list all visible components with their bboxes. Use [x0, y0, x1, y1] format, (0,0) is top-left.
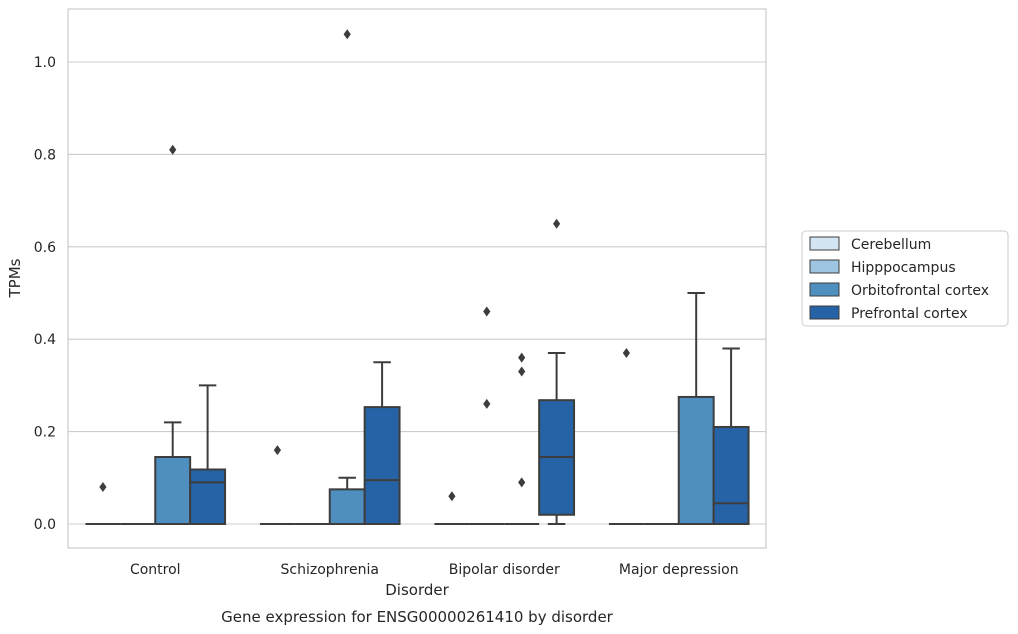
outlier-point	[553, 218, 561, 229]
legend-swatch	[809, 282, 840, 297]
box-prefrontal-cortex	[538, 218, 576, 525]
box-orbitofrontal-cortex	[677, 292, 715, 526]
legend: Cerebellum Hipppocampus Orbitofrontal cort…	[801, 230, 1009, 327]
box-body	[363, 406, 401, 526]
legend-label: Cerebellum	[851, 237, 931, 253]
y-axis-title: TPMs	[6, 258, 24, 298]
box-cerebellum	[434, 491, 470, 525]
x-tick-label: Bipolar disorder	[449, 562, 560, 578]
box-body	[677, 395, 715, 526]
box-prefrontal-cortex	[189, 384, 227, 526]
box-orbitofrontal-cortex	[328, 29, 366, 526]
box-body	[154, 456, 192, 526]
y-tick-label: 0.0	[34, 517, 56, 533]
outlier-point	[518, 352, 526, 363]
plot-frame	[67, 8, 767, 549]
box-body	[712, 425, 750, 526]
outlier-point	[518, 366, 526, 377]
outlier-point	[169, 144, 177, 155]
x-tick-label: Schizophrenia	[281, 562, 379, 578]
x-axis-title: Disorder	[385, 581, 449, 599]
legend-label: Orbitofrontal cortex	[851, 283, 989, 299]
box-hipppocampus	[469, 306, 505, 525]
box-body	[189, 468, 227, 526]
box-groups	[85, 29, 750, 526]
outlier-point	[99, 482, 107, 493]
outlier-point	[622, 348, 630, 359]
outlier-point	[483, 398, 491, 409]
y-tick-label: 0.6	[34, 240, 56, 256]
y-tick-label: 1.0	[34, 55, 56, 71]
outlier-point	[273, 445, 281, 456]
legend-swatch	[809, 259, 840, 274]
outlier-point	[483, 306, 491, 317]
legend-frame	[801, 230, 1009, 327]
outlier-point	[343, 29, 351, 40]
y-tick-labels: 0.0 0.2 0.4 0.6 0.8 1.0	[34, 55, 56, 533]
y-tick-label: 0.8	[34, 147, 56, 163]
box-cerebellum	[608, 348, 644, 525]
legend-label: Hipppocampus	[851, 260, 956, 276]
x-tick-label: Control	[130, 562, 181, 578]
box-prefrontal-cortex	[712, 347, 750, 526]
legend-swatch	[809, 236, 840, 251]
x-tick-labels: Control Schizophrenia Bipolar disorder Majo…	[130, 562, 739, 578]
box-cerebellum	[259, 445, 295, 525]
y-tick-label: 0.2	[34, 425, 56, 441]
box-prefrontal-cortex	[363, 361, 401, 526]
y-tick-label: 0.4	[34, 332, 56, 348]
box-orbitofrontal-cortex	[504, 352, 540, 525]
box-cerebellum	[85, 482, 121, 525]
legend-label: Prefrontal cortex	[851, 306, 968, 322]
outlier-point	[518, 477, 526, 488]
x-tick-label: Major depression	[619, 562, 739, 578]
chart-caption: Gene expression for ENSG00000261410 by d…	[221, 608, 614, 626]
outlier-point	[448, 491, 456, 502]
box-orbitofrontal-cortex	[154, 144, 192, 526]
box-body	[328, 488, 366, 526]
legend-swatch	[809, 305, 840, 320]
